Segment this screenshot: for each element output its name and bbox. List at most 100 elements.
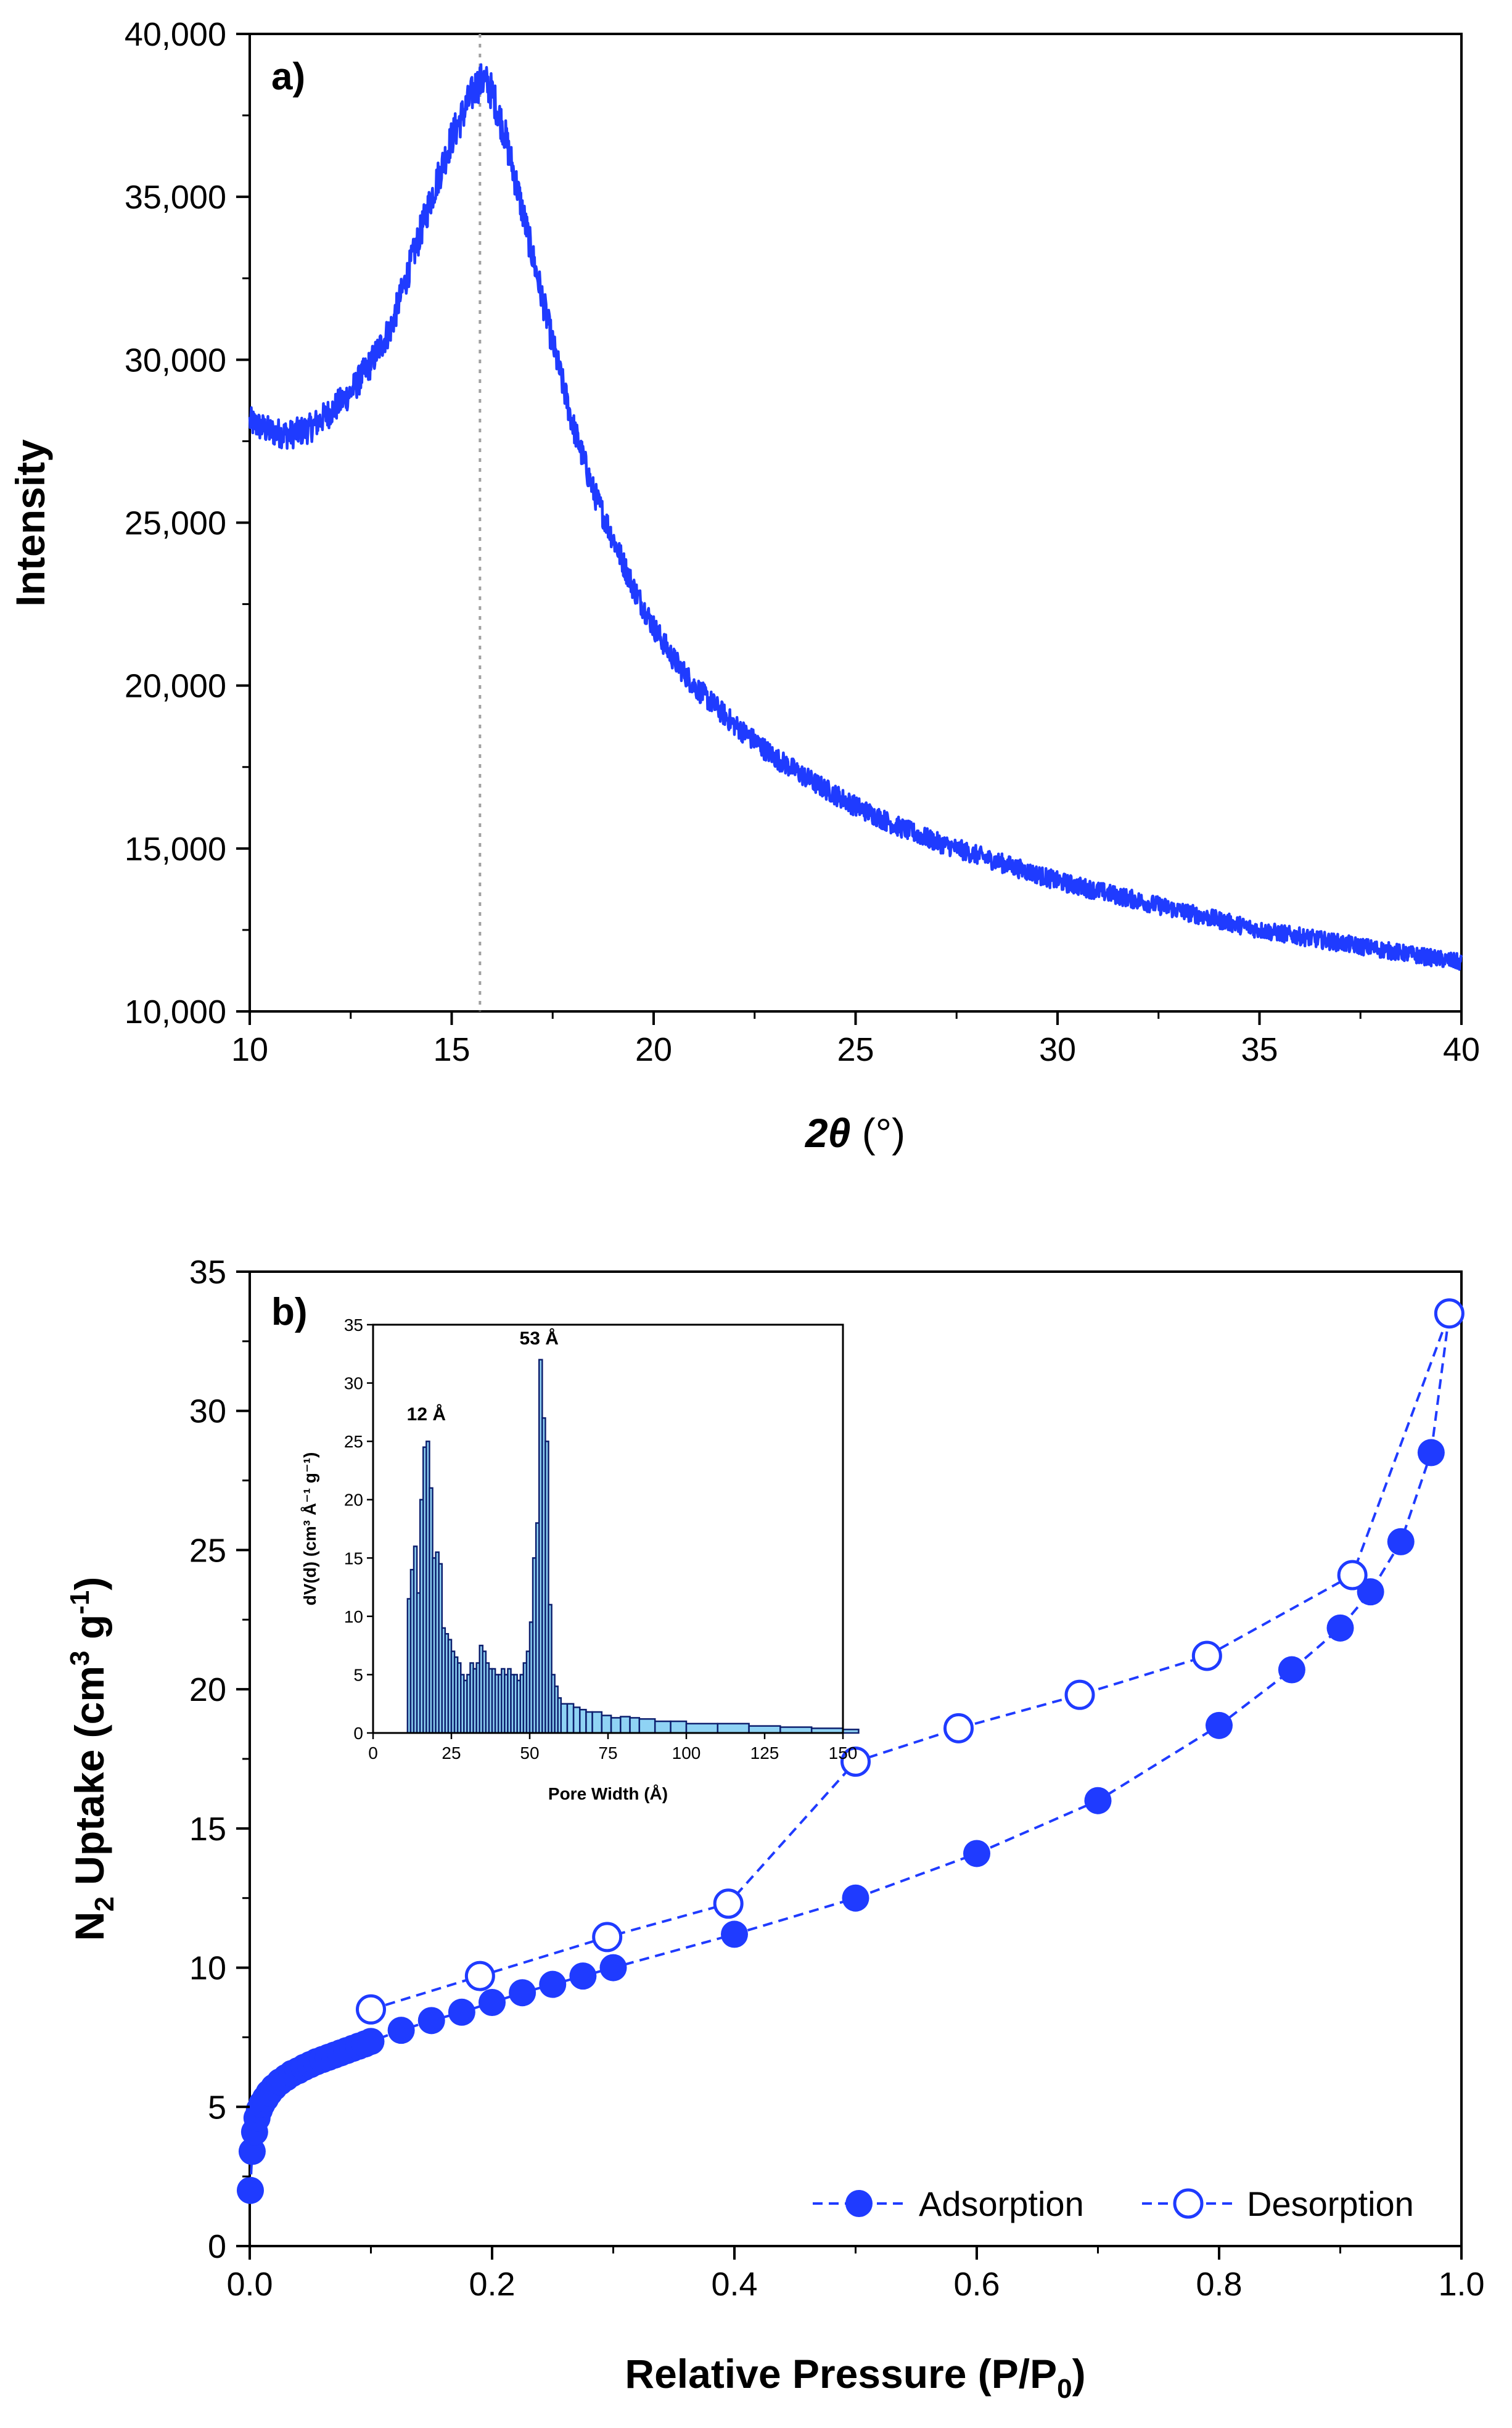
inset-bar: [566, 1703, 575, 1734]
adsorption-point: [357, 2028, 385, 2056]
inset-y-tick-label: 0: [353, 1724, 363, 1743]
adsorption-point: [509, 1979, 536, 2007]
desorption-point: [1064, 1679, 1095, 1710]
y-tick-label: 15: [189, 1811, 226, 1848]
inset-x-axis-title: Pore Width (Å): [548, 1784, 668, 1803]
y-tick-label: 20,000: [125, 668, 226, 705]
adsorption-point: [1326, 1614, 1354, 1642]
panel-a-y-axis-title: Intensity: [7, 439, 53, 607]
inset-x-tick-label: 125: [750, 1743, 779, 1763]
panel-b-y-axis: 0 5 10 15 20 25 30 35: [189, 1254, 250, 2265]
adsorption-point: [539, 1970, 567, 1998]
legend-adsorption-marker: [845, 2190, 873, 2217]
inset-bar: [579, 1708, 587, 1734]
desorption-point: [356, 1994, 386, 2025]
y-tick-label: 35,000: [125, 179, 226, 216]
panel-a-plot-frame: [249, 33, 1463, 1013]
x-tick-label: 1.0: [1438, 2266, 1484, 2303]
desorption-point: [943, 1713, 974, 1743]
inset-annotation: 53 Å: [520, 1328, 559, 1349]
panel-a-x-axis: 10 15 20 25 30 35 40: [231, 1011, 1480, 1068]
desorption-point: [840, 1747, 871, 1777]
y-tick-label: 25,000: [125, 505, 226, 542]
inset-x-tick-label: 100: [672, 1743, 701, 1763]
adsorption-point: [417, 2007, 445, 2035]
y-tick-label: 5: [208, 2089, 226, 2126]
inset-bar: [685, 1722, 719, 1734]
inset-bar: [842, 1729, 860, 1734]
x-tick-label: 40: [1443, 1031, 1480, 1068]
desorption-point: [592, 1922, 623, 1953]
inset-bar: [654, 1720, 672, 1734]
inset-y-axis: 0 5 10 15 20 25 30 35: [344, 1315, 373, 1743]
x-tick-label: 0.6: [953, 2266, 1000, 2303]
panel-a-label: a): [271, 56, 305, 98]
adsorption-point: [387, 2017, 415, 2044]
inset-y-tick-label: 20: [344, 1491, 363, 1510]
inset-x-tick-label: 50: [520, 1743, 539, 1763]
panel-b-x-axis-title: Relative Pressure (P/P0): [625, 2351, 1085, 2404]
panel-b-x-axis: 0.0 0.2 0.4 0.6 0.8 1.0: [226, 2246, 1485, 2303]
y-tick-label: 30: [189, 1393, 226, 1430]
inset-x-tick-label: 75: [598, 1743, 617, 1763]
desorption-point: [1434, 1298, 1465, 1329]
y-tick-label: 30,000: [125, 342, 226, 379]
legend-adsorption-label: Adsorption: [919, 2184, 1084, 2223]
adsorption-point: [599, 1954, 627, 1981]
inset-annotations: 12 Å 53 Å: [407, 1328, 559, 1425]
x-tick-label: 35: [1241, 1031, 1278, 1068]
inset-y-tick-label: 35: [344, 1315, 363, 1335]
desorption-point: [464, 1961, 495, 1991]
inset-y-tick-label: 5: [353, 1665, 363, 1684]
inset-y-tick-label: 30: [344, 1374, 363, 1393]
inset-y-tick-label: 15: [344, 1549, 363, 1568]
x-tick-label: 15: [433, 1031, 470, 1068]
inset-annotation: 12 Å: [407, 1404, 446, 1425]
x-tick-label: 10: [231, 1031, 268, 1068]
desorption-point: [1191, 1640, 1222, 1671]
adsorption-point: [1278, 1656, 1305, 1684]
x-tick-label: 0.4: [711, 2266, 757, 2303]
x-tick-label: 30: [1039, 1031, 1076, 1068]
y-tick-label: 10: [189, 1950, 226, 1987]
legend: Adsorption Desorption: [813, 2184, 1414, 2223]
inset-bar: [629, 1717, 641, 1734]
adsorption-point: [1084, 1787, 1112, 1814]
panel-b-isotherm-chart: 0.0 0.2 0.4 0.6 0.8 1.0 0 5 10 15 20 25 30 35 b) Rel…: [65, 1254, 1485, 2404]
inset-bar: [748, 1725, 781, 1734]
adsorption-point: [448, 1998, 475, 2026]
inset-x-tick-label: 150: [829, 1743, 858, 1763]
adsorption-point: [721, 1920, 748, 1948]
adsorption-point: [236, 2176, 264, 2204]
adsorption-point: [842, 1884, 869, 1912]
adsorption-point: [569, 1962, 597, 1990]
inset-bar: [601, 1714, 612, 1734]
xrd-line-layer: [248, 63, 1463, 971]
inset-x-tick-label: 0: [368, 1743, 378, 1763]
x-tick-label: 0.2: [469, 2266, 515, 2303]
inset-x-tick-label: 25: [442, 1743, 461, 1763]
adsorption-point: [1417, 1439, 1445, 1467]
legend-desorption-marker: [1173, 2188, 1204, 2219]
y-tick-label: 25: [189, 1532, 226, 1569]
inset-bar: [560, 1703, 569, 1734]
isotherm-marker-layer: [236, 1298, 1465, 2204]
pore-size-distribution-inset: 0 25 50 75 100 125 150 0 5 10 15 20 25 30 35 12 Å 53 Å…: [300, 1315, 860, 1803]
inset-y-axis-title: dV(d) (cm³ Å⁻¹ g⁻¹): [300, 1452, 319, 1606]
inset-bar: [591, 1711, 603, 1734]
y-tick-label: 15,000: [125, 831, 226, 868]
inset-bar: [717, 1722, 750, 1734]
panel-a-xrd-chart: 10 15 20 25 30 35 40 10,000 15,000 20,000 25,000 3…: [7, 16, 1480, 1156]
y-tick-label: 40,000: [125, 16, 226, 53]
x-tick-label: 0.8: [1196, 2266, 1242, 2303]
inset-bar: [610, 1717, 622, 1734]
panel-a-x-axis-title: 2θ (°): [804, 1110, 905, 1156]
inset-bar: [670, 1720, 688, 1734]
inset-y-tick-label: 25: [344, 1432, 363, 1451]
xrd-line: [248, 63, 1463, 971]
x-tick-label: 25: [837, 1031, 874, 1068]
y-tick-label: 20: [189, 1671, 226, 1708]
desorption-point: [713, 1888, 744, 1919]
inset-bar: [638, 1718, 656, 1734]
